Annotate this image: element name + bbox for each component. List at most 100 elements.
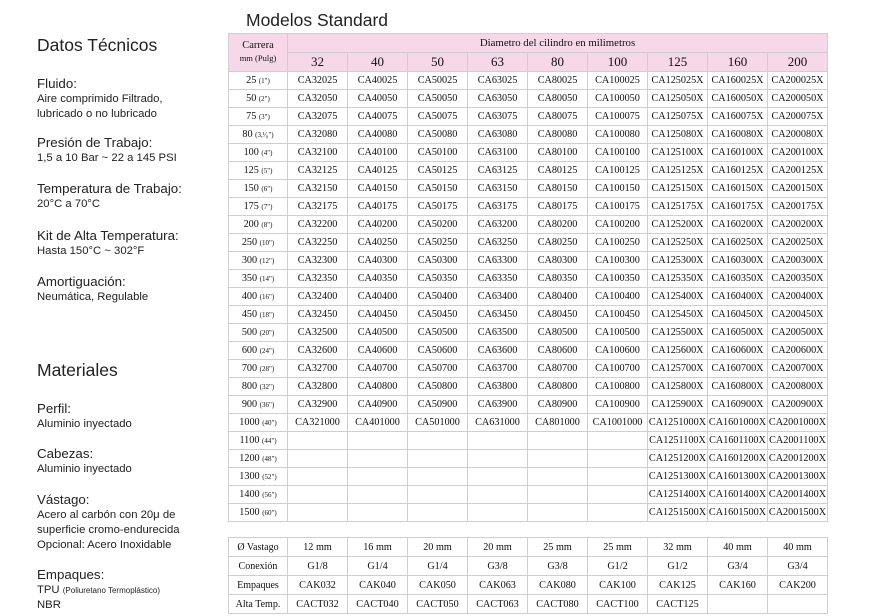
tpu-note: (Poliuretano Termoplástico) — [62, 586, 160, 595]
diameter-title: Diametro del cilindro en milimetros — [287, 33, 828, 53]
stroke-cell: 50 (2") — [228, 89, 288, 108]
model-cell: CA125800X — [647, 377, 708, 396]
spec-label: Amortiguación: — [37, 274, 126, 289]
stroke-inch: (2") — [258, 95, 270, 103]
model-cell: CA125200X — [647, 215, 708, 234]
spec-cell: CAK200 — [767, 575, 828, 595]
model-cell: CA32400 — [287, 287, 348, 306]
spec-cell — [707, 594, 768, 614]
model-cell: CA80400 — [527, 287, 588, 306]
diameter-header: 160 — [707, 52, 768, 72]
diameter-row: 32 40 50 63 80 100 125 160 200 — [229, 52, 828, 72]
model-cell — [527, 467, 588, 486]
model-cell — [287, 467, 348, 486]
model-cell: CA160050X — [707, 89, 768, 108]
model-cell: CA80300 — [527, 251, 588, 270]
model-cell: CA200800X — [767, 377, 828, 396]
model-cell: CA160175X — [707, 197, 768, 216]
header-row: Carrera mm (Pulg) Diametro del cilindro en… — [228, 33, 828, 72]
model-cell: CA40400 — [347, 287, 408, 306]
model-cell: CA80450 — [527, 305, 588, 324]
spec-kit-alta-temp: Kit de Alta Temperatura: Hasta 150°C ~ 3… — [37, 228, 227, 259]
spec-label: Presión de Trabajo: — [37, 135, 153, 150]
model-cell: CA100800 — [587, 377, 648, 396]
model-cell: CA32700 — [287, 359, 348, 378]
model-cell: CA1251500X — [647, 503, 708, 522]
model-cell: CA100400 — [587, 287, 648, 306]
model-cell: CA160800X — [707, 377, 768, 396]
model-cell: CA100200 — [587, 215, 648, 234]
spec-cell: CAK063 — [467, 575, 528, 595]
model-cell: CA631000 — [467, 413, 528, 432]
model-cell: CA200250X — [767, 233, 828, 252]
table-row: 300 (12") CA32300 CA40300 CA50300 CA63300 CA8… — [228, 251, 828, 270]
model-cell — [587, 485, 648, 504]
spec-presion: Presión de Trabajo: 1,5 a 10 Bar ~ 22 a … — [37, 135, 227, 166]
stroke-inch: (56") — [262, 491, 277, 499]
model-cell: CA200100X — [767, 143, 828, 162]
stroke-mm: 1000 — [239, 417, 260, 428]
spec-cell: 25 mm — [527, 537, 588, 557]
model-cell: CA50025 — [407, 71, 468, 90]
stroke-mm: 175 — [243, 201, 259, 212]
carrera-units: mm (Pulg) — [239, 53, 277, 63]
model-cell: CA125900X — [647, 395, 708, 414]
model-cell: CA80900 — [527, 395, 588, 414]
model-cell: CA125400X — [647, 287, 708, 306]
model-cell: CA80175 — [527, 197, 588, 216]
spec-row: Empaques CAK032 CAK040 CAK050 CAK063 CAK080 CA… — [228, 575, 828, 595]
table-row: 1000 (40") CA321000 CA401000 CA501000 CA6310… — [228, 413, 828, 432]
model-cell — [407, 485, 468, 504]
model-cell: CA125150X — [647, 179, 708, 198]
stroke-cell: 200 (8") — [228, 215, 288, 234]
model-cell — [287, 485, 348, 504]
model-cell — [467, 449, 528, 468]
stroke-mm: 75 — [246, 111, 257, 122]
model-cell: CA200900X — [767, 395, 828, 414]
model-cell: CA1251300X — [647, 467, 708, 486]
stroke-inch: (5") — [261, 167, 273, 175]
model-cell: CA2001400X — [767, 485, 828, 504]
model-cell: CA32175 — [287, 197, 348, 216]
spec-cell: CACT040 — [347, 594, 408, 614]
stroke-inch: (40") — [262, 419, 277, 427]
stroke-cell: 125 (5") — [228, 161, 288, 180]
carrera-header: Carrera mm (Pulg) — [228, 33, 288, 72]
material-value: Opcional: Acero Inoxidable — [37, 539, 172, 551]
model-cell: CA125050X — [647, 89, 708, 108]
model-cell — [287, 503, 348, 522]
model-cell: CA125300X — [647, 251, 708, 270]
model-cell: CA160600X — [707, 341, 768, 360]
model-cell: CA50050 — [407, 89, 468, 108]
model-cell: CA50075 — [407, 107, 468, 126]
spec-cell: G3/8 — [467, 556, 528, 576]
table-row: 1200 (48") CA1251200X CA1601200X CA2001200X — [228, 449, 828, 468]
spec-cell: G3/8 — [527, 556, 588, 576]
models-title: Modelos Standard — [246, 10, 389, 30]
model-cell: CA32125 — [287, 161, 348, 180]
stroke-cell: 25 (1") — [228, 71, 288, 90]
model-cell: CA40200 — [347, 215, 408, 234]
stroke-inch: (3,¹⁄₈") — [255, 131, 274, 139]
model-cell: CA40250 — [347, 233, 408, 252]
model-cell: CA80350 — [527, 269, 588, 288]
model-cell: CA200200X — [767, 215, 828, 234]
spec-cell: 32 mm — [647, 537, 708, 557]
stroke-cell: 80 (3,¹⁄₈") — [228, 125, 288, 144]
stroke-inch: (20") — [259, 329, 275, 337]
table-row: 450 (18") CA32450 CA40450 CA50450 CA63450 CA8… — [228, 305, 828, 324]
diameter-header: 200 — [767, 52, 828, 72]
model-cell: CA63200 — [467, 215, 528, 234]
stroke-cell: 900 (36") — [228, 395, 288, 414]
model-cell: CA40075 — [347, 107, 408, 126]
table-row: 200 (8") CA32200 CA40200 CA50200 CA63200 CA80… — [228, 215, 828, 234]
model-cell — [587, 449, 648, 468]
diameter-header: 63 — [467, 52, 528, 72]
model-cell: CA80700 — [527, 359, 588, 378]
spec-row: Conexión G1/8 G1/4 G1/4 G3/8 G3/8 G1/2 G1/2 G3/4… — [228, 556, 828, 576]
model-cell: CA40900 — [347, 395, 408, 414]
spec-cell: CACT125 — [647, 594, 708, 614]
stroke-inch: (10") — [259, 239, 275, 247]
model-cell: CA100450 — [587, 305, 648, 324]
specs-table: Ø Vastago 12 mm 16 mm 20 mm 20 mm 25 mm 25 mm 3… — [228, 537, 828, 614]
